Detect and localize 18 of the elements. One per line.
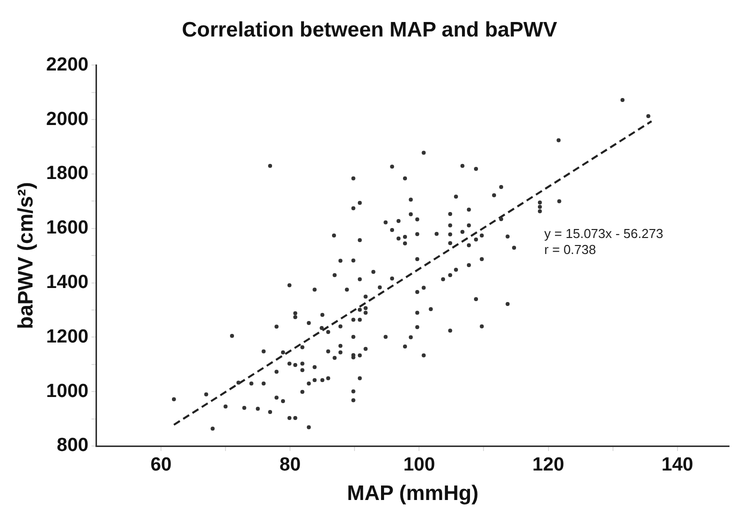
y-tick-label: 1800 [46, 163, 88, 184]
x-tick-label: 60 [150, 454, 172, 476]
annotation: y = 15.073x - 56.273 [544, 226, 664, 242]
y-tick-label: 2000 [46, 108, 88, 130]
y-tick-label: 1000 [46, 380, 88, 402]
x-tick-label: 80 [280, 454, 301, 476]
x-axis-title: MAP (mmHg) [347, 482, 478, 506]
annotation: r = 0.738 [544, 242, 596, 258]
y-tick-label: 1400 [46, 272, 88, 294]
x-tick-label: 140 [662, 454, 694, 476]
y-tick-label: 800 [56, 435, 88, 456]
y-tick-label: 1200 [46, 326, 88, 348]
chart-title: Correlation between MAP and baPWV [182, 18, 558, 42]
y-axis-title: baPWV (cm/s²) [14, 182, 38, 330]
y-tick-label: 1600 [46, 218, 88, 239]
x-tick-label: 100 [403, 454, 436, 476]
y-tick-label: 2200 [46, 54, 88, 76]
x-tick-label: 120 [532, 454, 564, 476]
